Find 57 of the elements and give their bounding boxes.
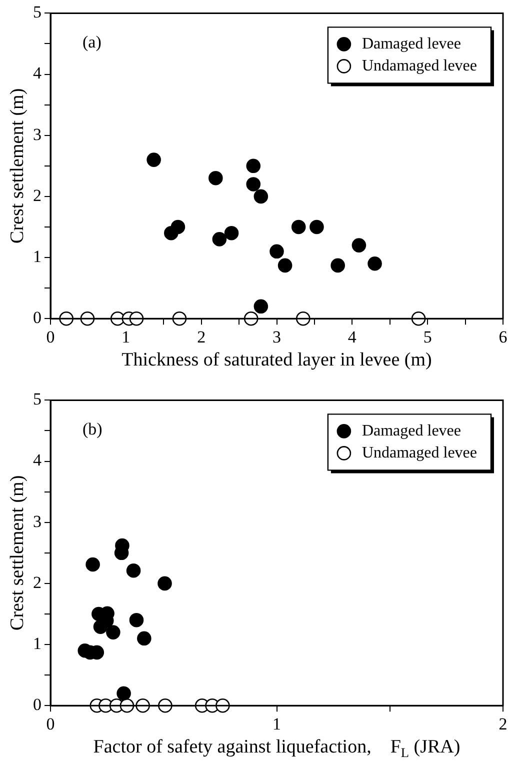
point bbox=[291, 220, 306, 234]
point bbox=[158, 576, 172, 591]
y-axis-title: Crest settlement (m) bbox=[6, 88, 28, 244]
point bbox=[224, 226, 239, 240]
y-tick-label: 4 bbox=[33, 450, 42, 470]
y-tick-label: 3 bbox=[33, 512, 42, 531]
annotation: (b) bbox=[82, 420, 102, 439]
point bbox=[246, 177, 261, 192]
point bbox=[86, 557, 100, 572]
y-tick-label: 1 bbox=[33, 634, 42, 653]
x-tick-label: 2 bbox=[197, 327, 206, 346]
point bbox=[137, 631, 152, 646]
point bbox=[254, 299, 268, 314]
y-tick-label: 0 bbox=[33, 695, 42, 714]
x-tick-label: 2 bbox=[498, 714, 508, 734]
point bbox=[310, 220, 324, 234]
point bbox=[278, 258, 292, 273]
x-tick-label: 1 bbox=[272, 714, 281, 734]
point bbox=[93, 620, 108, 634]
y-tick-label: 2 bbox=[33, 572, 42, 592]
legend-label: Damaged levee bbox=[362, 35, 462, 52]
point bbox=[129, 612, 144, 628]
x-tick-label: 5 bbox=[423, 327, 432, 346]
x-axis-title: Thickness of saturated layer in levee (m) bbox=[122, 350, 432, 371]
y-tick-label: 3 bbox=[33, 124, 42, 144]
point bbox=[254, 189, 268, 204]
point bbox=[212, 232, 227, 246]
x-tick-label: 0 bbox=[46, 327, 55, 346]
x-tick-label: 3 bbox=[272, 327, 281, 346]
point bbox=[208, 170, 223, 186]
point bbox=[106, 625, 120, 640]
point bbox=[146, 152, 161, 167]
x-tick-label: 6 bbox=[498, 327, 508, 346]
point bbox=[352, 238, 366, 252]
x-tick-label: 1 bbox=[122, 327, 130, 346]
y-tick-label: 5 bbox=[33, 2, 42, 22]
point bbox=[116, 686, 131, 701]
legend-label: Undamaged levee bbox=[362, 57, 478, 74]
y-tick-label: 2 bbox=[33, 186, 42, 205]
point bbox=[330, 258, 345, 273]
legend-label: Damaged levee bbox=[362, 422, 462, 440]
y-axis-title: Crest settlement (m) bbox=[6, 475, 28, 630]
x-tick-label: 4 bbox=[348, 327, 357, 346]
point bbox=[158, 698, 172, 713]
point bbox=[368, 256, 382, 271]
point bbox=[126, 563, 141, 578]
point bbox=[170, 220, 186, 234]
annotation: (a) bbox=[82, 32, 102, 52]
y-tick-label: 5 bbox=[33, 390, 42, 409]
y-tick-label: 0 bbox=[33, 308, 42, 328]
y-tick-label: 4 bbox=[33, 64, 42, 83]
y-tick-label: 1 bbox=[33, 246, 42, 266]
x-tick-label: 0 bbox=[46, 714, 55, 734]
point bbox=[246, 158, 261, 174]
point bbox=[80, 311, 95, 326]
legend-label: Undamaged levee bbox=[362, 444, 478, 462]
point bbox=[270, 244, 284, 259]
